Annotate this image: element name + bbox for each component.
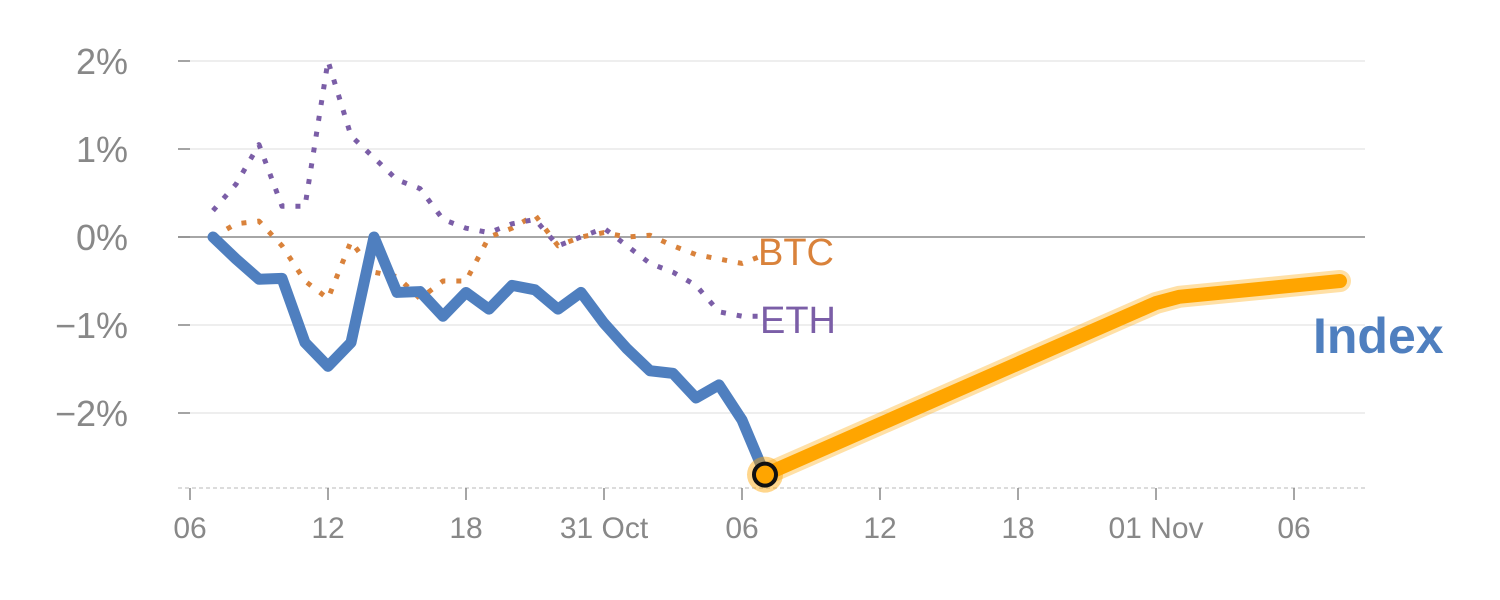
x-tick-label: 31 Oct <box>560 512 649 545</box>
y-tick-label: 0% <box>76 217 128 258</box>
index-label: Index <box>1313 308 1444 364</box>
btc-line <box>211 212 766 302</box>
y-tick-label: 1% <box>76 129 128 170</box>
series-labels: BTC ETH Index <box>758 232 1444 364</box>
y-tick-label: −2% <box>55 393 128 434</box>
btc-label: BTC <box>758 232 834 274</box>
series-lines <box>207 58 1351 493</box>
x-tick-label: 06 <box>725 512 758 545</box>
x-tick-label: 18 <box>1001 512 1034 545</box>
x-tick-label: 01 Nov <box>1108 512 1203 545</box>
x-tick-label: 06 <box>173 512 206 545</box>
index-line <box>207 231 771 481</box>
y-tick-label: 2% <box>76 41 128 82</box>
eth-line <box>211 58 765 319</box>
axes: 2% 1% 0% −1% −2% 06 12 18 31 Oct 06 12 18 01 Nov 06 <box>55 41 1365 545</box>
x-tick-label: 06 <box>1277 512 1310 545</box>
current-point-marker <box>752 461 778 488</box>
index-forecast-line <box>758 274 1347 482</box>
x-tick-label: 18 <box>449 512 482 545</box>
x-tick-label: 12 <box>863 512 896 545</box>
y-tick-label: −1% <box>55 305 128 346</box>
x-tick-label: 12 <box>311 512 344 545</box>
index-forecast-line-glow <box>754 270 1351 486</box>
eth-label: ETH <box>760 300 836 342</box>
